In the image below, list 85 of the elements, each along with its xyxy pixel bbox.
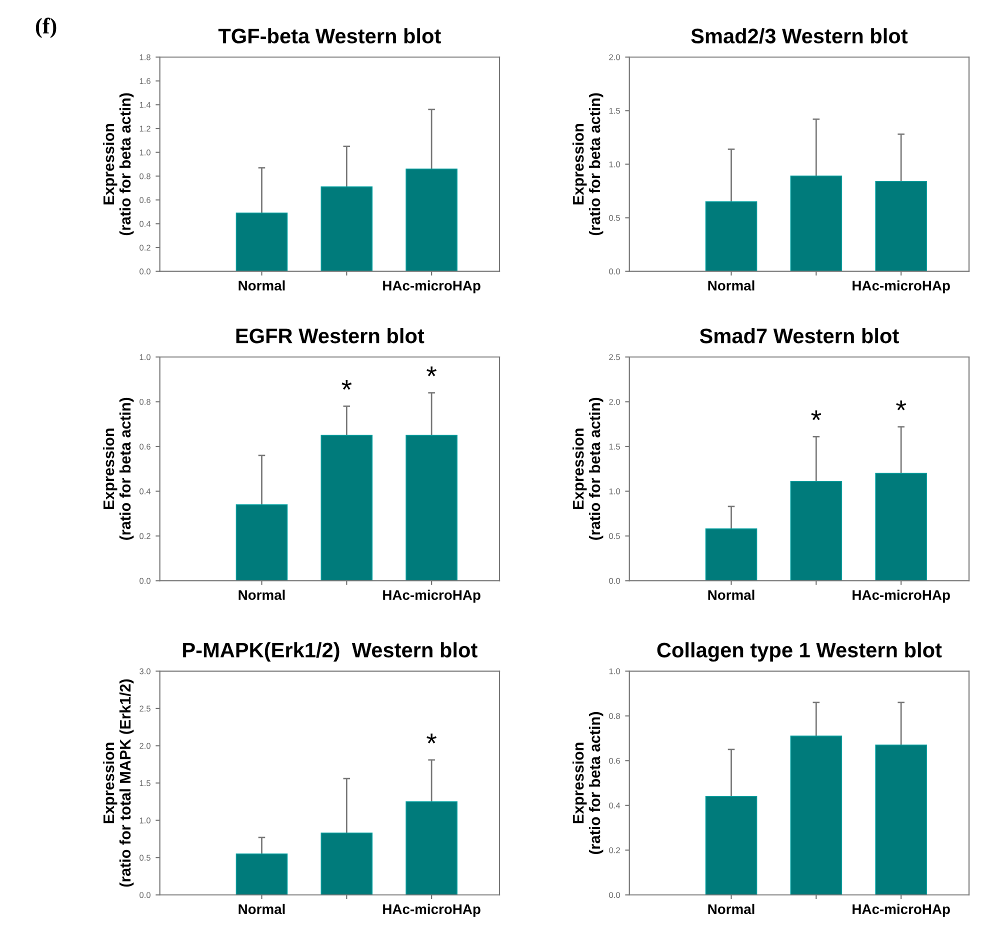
y-tick-label: 2.5: [140, 706, 150, 712]
y-tick-label: 2.5: [609, 354, 620, 360]
bar: [875, 180, 927, 272]
x-tick-label: HAc-microHAp: [852, 280, 950, 294]
x-tick-label: Normal: [708, 280, 754, 291]
y-tick-label: 1.8: [140, 54, 150, 60]
y-tick-label: 1.2: [140, 126, 150, 132]
y-tick-label: 1.0: [140, 354, 150, 360]
y-tick-label: 2.0: [609, 54, 620, 60]
annotation: *: [896, 400, 906, 410]
y-tick-label: 0.2: [140, 533, 150, 540]
x-tick-label: Normal: [708, 904, 754, 914]
bar: [705, 796, 758, 895]
chart-title: Smad2/3 Western blot: [691, 28, 908, 44]
bar: [236, 853, 288, 895]
y-tick-label: 1.4: [140, 102, 151, 108]
x-tick-label: Normal: [238, 590, 285, 600]
y-tick-label: 1.5: [609, 108, 620, 114]
x-tick-label: Normal: [238, 904, 285, 914]
y-tick-label: 1.5: [609, 444, 620, 450]
x-tick-label: HAc-microHAp: [383, 904, 480, 917]
y-tick-label: 0.0: [609, 578, 620, 584]
chart-title: Collagen type 1 Western blot: [657, 642, 942, 662]
bar: [790, 480, 842, 581]
y-tick-label: 0.5: [609, 533, 620, 540]
y-axis-title: Expression (ratio for beta actin): [102, 93, 134, 236]
y-tick-label: 0.2: [609, 847, 620, 854]
bar: [320, 186, 373, 272]
bar: [875, 472, 927, 581]
y-tick-label: 1.0: [609, 668, 620, 674]
chart-title: P-MAPK(Erk1/2) Western blot: [183, 642, 478, 662]
chart-title: TGF-beta Western blot: [218, 28, 441, 44]
y-tick-label: 0.5: [609, 214, 620, 221]
y-tick-label: 0.5: [140, 854, 150, 861]
bar: [406, 168, 458, 272]
y-axis-title: Expression (ratio for beta actin): [572, 712, 604, 854]
x-tick-label: HAc-microHAp: [852, 904, 950, 917]
y-tick-label: 0.0: [140, 578, 150, 584]
y-tick-label: 0.4: [140, 220, 151, 227]
y-tick-label: 1.0: [140, 818, 150, 824]
y-tick-label: 0.4: [140, 488, 151, 494]
y-axis-title: Expression (ratio for beta actin): [572, 398, 604, 540]
bar: [236, 212, 288, 272]
y-tick-label: 0.6: [140, 197, 150, 204]
x-tick-label: Normal: [238, 280, 285, 291]
y-tick-label: 0.0: [140, 268, 150, 274]
y-tick-label: 0.0: [609, 892, 620, 898]
y-tick-label: 1.0: [609, 488, 620, 494]
y-tick-label: 0.8: [140, 398, 150, 405]
chart-title: EGFR Western blot: [236, 328, 424, 344]
y-tick-label: 1.0: [609, 161, 620, 168]
y-axis-title: Expression (ratio for beta actin): [572, 93, 604, 236]
annotation: *: [426, 366, 437, 376]
x-tick-label: HAc-microHAp: [852, 590, 950, 603]
y-axis-title: Expression (ratio for beta actin): [102, 398, 134, 540]
y-tick-label: 1.5: [140, 780, 150, 786]
x-tick-label: HAc-microHAp: [383, 590, 480, 603]
y-tick-label: 3.0: [140, 668, 150, 674]
x-tick-label: HAc-microHAp: [383, 280, 480, 294]
bar: [705, 201, 758, 272]
text: (f): [36, 18, 56, 38]
y-tick-label: 0.8: [609, 713, 620, 720]
annotation: *: [426, 734, 437, 744]
bar: [320, 832, 373, 895]
y-tick-label: 0.6: [140, 444, 150, 450]
y-tick-label: 0.8: [140, 173, 150, 180]
annotation: *: [342, 380, 352, 390]
x-tick-label: Normal: [708, 590, 754, 600]
bar: [406, 801, 458, 895]
bar: [875, 744, 927, 895]
y-tick-label: 0.2: [140, 244, 150, 251]
bar: [790, 176, 842, 272]
chart-title: Smad7 Western blot: [700, 328, 899, 344]
annotation: *: [811, 410, 822, 420]
y-axis-title: Expression (ratio for total MAPK (Erk1/2): [102, 679, 134, 887]
bar: [705, 528, 758, 581]
y-tick-label: 2.0: [609, 398, 620, 405]
y-tick-label: 0.4: [609, 802, 620, 808]
y-tick-label: 1.0: [140, 150, 150, 156]
y-tick-label: 1.6: [140, 78, 150, 84]
y-tick-label: 0.0: [609, 268, 620, 274]
y-tick-label: 0.6: [609, 758, 620, 764]
bar: [790, 736, 842, 895]
y-tick-label: 0.0: [140, 892, 150, 898]
y-tick-label: 2.0: [140, 742, 150, 749]
